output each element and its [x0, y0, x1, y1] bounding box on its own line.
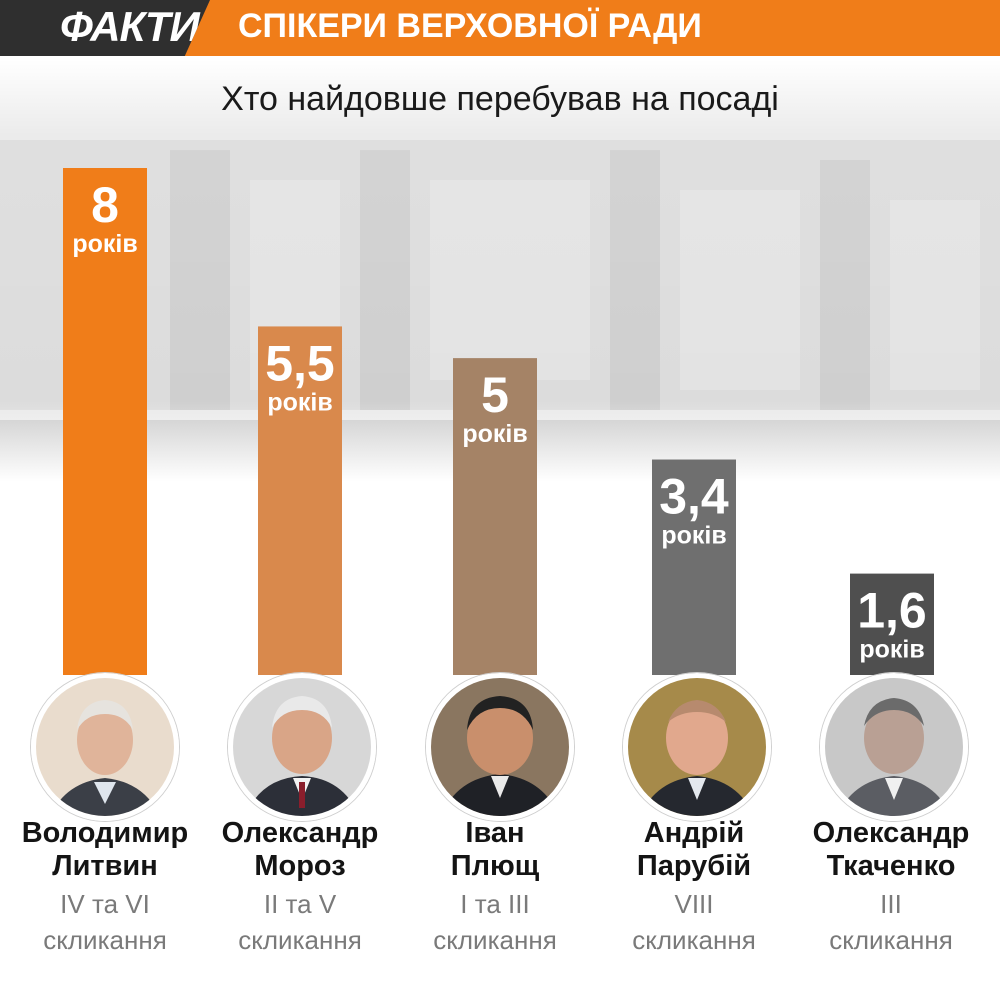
- speaker-last-name: Мороз: [254, 850, 346, 882]
- bar-3: [453, 358, 537, 675]
- convocation-numbers: I та III: [460, 889, 530, 919]
- bar-5: [850, 573, 934, 675]
- bar-unit-label: років: [267, 388, 332, 416]
- speaker-last-name: Литвин: [52, 850, 158, 882]
- convocation-label: скликання: [632, 925, 756, 955]
- bar-value-label: 3,4: [659, 469, 729, 525]
- convocation-label: скликання: [43, 925, 167, 955]
- speaker-first-name: Іван: [465, 817, 525, 849]
- header-bar: ФАКТИ СПІКЕРИ ВЕРХОВНОЇ РАДИ: [0, 0, 1000, 56]
- speaker-convocations: IV та VI скликання: [5, 886, 205, 958]
- bar-1: [63, 168, 147, 675]
- bar-unit-label: років: [661, 522, 726, 550]
- convocation-numbers: IV та VI: [60, 889, 150, 919]
- speaker-first-name: Олександр: [812, 817, 970, 849]
- speaker-last-name: Ткаченко: [826, 850, 956, 882]
- bar-4: [652, 459, 736, 675]
- bar-unit-label: років: [462, 420, 527, 448]
- convocation-label: скликання: [829, 925, 953, 955]
- convocation-label: скликання: [238, 925, 362, 955]
- logo: ФАКТИ: [60, 3, 200, 50]
- speaker-name: Андрій Парубій: [594, 817, 794, 883]
- convocation-numbers: VIII: [674, 889, 714, 919]
- logo-box: ФАКТИ: [0, 0, 210, 56]
- speaker-convocations: III скликання: [791, 886, 991, 958]
- speaker-first-name: Олександр: [221, 817, 379, 849]
- speaker-name: Олександр Мороз: [200, 817, 400, 883]
- speaker-last-name: Плющ: [450, 850, 540, 882]
- bar-unit-label: років: [859, 636, 924, 664]
- bar-value-label: 5: [481, 367, 509, 423]
- avatar-moroz: [228, 673, 376, 821]
- convocation-label: скликання: [433, 925, 557, 955]
- bar-2: [258, 326, 342, 675]
- bar-value-label: 8: [91, 177, 119, 233]
- bar-unit-label: років: [72, 230, 137, 258]
- speaker-convocations: VIII скликання: [594, 886, 794, 958]
- avatar-plyushch: [426, 673, 574, 821]
- speaker-convocations: I та III скликання: [395, 886, 595, 958]
- speaker-name: Іван Плющ: [395, 817, 595, 883]
- convocation-numbers: II та V: [263, 889, 337, 919]
- speaker-first-name: Андрій: [643, 817, 745, 849]
- speaker-first-name: Володимир: [21, 817, 189, 849]
- bar-value-label: 1,6: [857, 583, 927, 639]
- header-title: СПІКЕРИ ВЕРХОВНОЇ РАДИ: [238, 7, 702, 45]
- avatar-tkachenko: [820, 673, 968, 821]
- speaker-convocations: II та V скликання: [200, 886, 400, 958]
- speaker-name: Олександр Ткаченко: [791, 817, 991, 883]
- speaker-last-name: Парубій: [636, 850, 752, 882]
- chart-title: Хто найдовше перебував на посаді: [221, 80, 779, 118]
- convocation-numbers: III: [880, 889, 902, 919]
- avatar-lytvyn: [31, 673, 179, 821]
- speaker-name: Володимир Литвин: [5, 817, 205, 883]
- bar-value-label: 5,5: [265, 335, 335, 391]
- avatar-parubiy: [623, 673, 771, 821]
